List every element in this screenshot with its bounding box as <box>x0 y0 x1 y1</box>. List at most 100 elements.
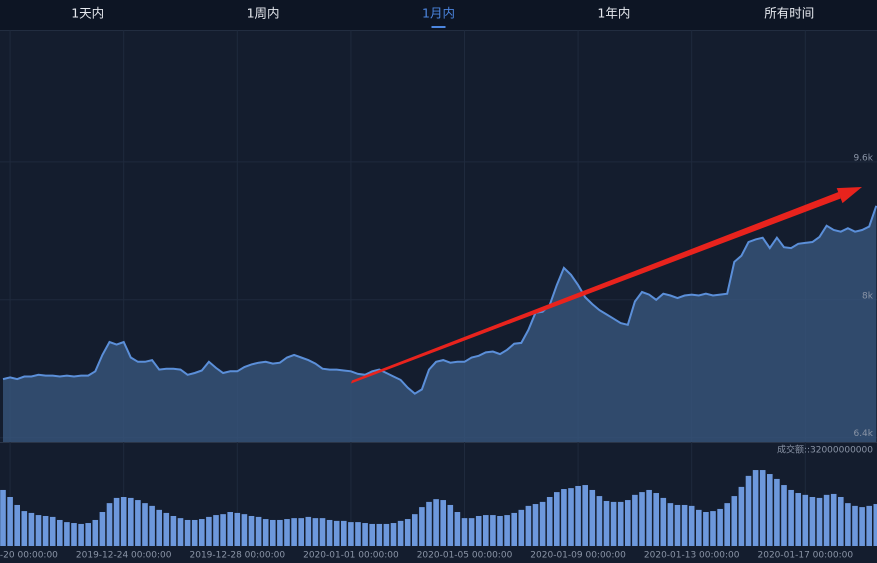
volume-bar <box>688 505 695 546</box>
volume-bar <box>866 505 872 546</box>
volume-bar <box>696 509 702 546</box>
volume-bar <box>639 492 645 546</box>
volume-bar <box>703 512 709 546</box>
tab[interactable]: 1天内 <box>71 6 104 21</box>
volume-bar <box>85 523 91 546</box>
volume-bar <box>575 485 581 546</box>
volume-bar <box>135 500 141 546</box>
volume-bar <box>532 504 539 546</box>
volume-bar <box>21 511 28 546</box>
volume-bar <box>774 478 780 546</box>
tab[interactable]: 1月内 <box>422 6 455 21</box>
volume-bar <box>873 504 877 546</box>
x-tick-label: 2020-01-05 00:00:00 <box>417 551 513 561</box>
volume-bar <box>745 475 752 546</box>
volume-bar <box>617 501 624 546</box>
trend-arrow <box>351 187 862 384</box>
volume-bar <box>14 504 20 546</box>
volume-bar <box>546 497 553 546</box>
x-tick-label: 2020-01-17 00:00:00 <box>758 551 854 561</box>
volume-bar <box>99 512 106 546</box>
volume-bar <box>348 522 354 546</box>
volume-bar <box>397 520 404 546</box>
volume-bar <box>35 515 42 546</box>
x-tick-label: 2020-01-01 00:00:00 <box>303 551 399 561</box>
volume-bar <box>738 486 745 546</box>
volume-bar <box>483 515 489 546</box>
x-tick-label: 2020-01-13 00:00:00 <box>644 551 740 561</box>
volume-bar <box>830 493 837 546</box>
volume-bar <box>255 516 262 546</box>
volume-bar <box>42 515 49 546</box>
volume-bar <box>57 519 63 546</box>
y-tick-label: 8k <box>862 291 874 301</box>
volume-bar <box>312 518 319 546</box>
volume-bar <box>49 516 56 546</box>
volume-bar <box>646 489 652 546</box>
volume-bar <box>227 512 233 546</box>
volume-bar <box>241 514 248 546</box>
volume-bar <box>724 503 730 546</box>
x-tick-label: 2019-12-24 00:00:00 <box>76 551 172 561</box>
volume-bar <box>28 512 35 546</box>
volume-bar <box>319 518 326 546</box>
volume-bar <box>333 520 340 546</box>
volume-bar <box>497 515 503 546</box>
volume-bar <box>220 514 226 546</box>
volume-bar <box>568 488 574 546</box>
volume-bar <box>539 501 546 546</box>
volume-bar <box>490 515 496 546</box>
volume-bar <box>341 520 347 546</box>
volume-bar <box>475 515 482 546</box>
volume-bar <box>759 470 766 546</box>
volume-bar <box>589 489 596 546</box>
volume-bar <box>163 512 170 546</box>
volume-bar <box>767 474 773 546</box>
volume-bar <box>7 497 13 546</box>
volume-bar <box>291 518 297 546</box>
volume-bar <box>199 519 205 546</box>
volume-bar <box>326 519 333 546</box>
volume-bar <box>305 516 312 546</box>
volume-bar <box>838 497 844 546</box>
y-tick-label: 6.4k <box>853 429 873 439</box>
tab[interactable]: 1年内 <box>597 6 630 21</box>
volume-bar <box>461 518 468 546</box>
volume-bar <box>277 519 283 546</box>
volume-bar <box>270 519 276 546</box>
volume-bar <box>795 493 801 546</box>
volume-bar <box>845 503 851 546</box>
volume-bar <box>440 500 446 546</box>
volume-bar <box>78 523 84 546</box>
volume-bar <box>404 519 411 546</box>
volume-bar <box>823 494 830 546</box>
price-line <box>2 205 877 395</box>
x-tick-label: 2019-12-28 00:00:00 <box>190 551 286 561</box>
tab[interactable]: 所有时间 <box>764 6 814 21</box>
volume-bar <box>596 496 603 546</box>
volume-bar <box>120 497 127 546</box>
volume-bar <box>781 485 787 546</box>
volume-bar <box>262 519 269 546</box>
volume-bar <box>660 497 667 546</box>
volume-bar <box>106 503 113 546</box>
volume-bar <box>582 485 588 546</box>
volume-bar <box>447 504 454 546</box>
volume-bar <box>859 507 865 546</box>
volume-bar <box>248 515 255 546</box>
x-tick-label: 2020-01-09 00:00:00 <box>530 551 626 561</box>
volume-bar <box>603 500 610 546</box>
volume-bar <box>852 505 858 546</box>
volume-bar <box>234 512 241 546</box>
volume-bar <box>561 489 567 546</box>
price-area <box>3 205 877 442</box>
volume-bar <box>625 500 631 546</box>
volume-bar <box>369 523 375 546</box>
volume-bar <box>113 497 120 546</box>
volume-bar <box>412 514 418 546</box>
volume-bar <box>390 523 397 546</box>
tab[interactable]: 1周内 <box>247 6 280 21</box>
volume-bar <box>177 518 184 546</box>
volume-bar <box>184 519 191 546</box>
volume-bar <box>355 522 361 546</box>
